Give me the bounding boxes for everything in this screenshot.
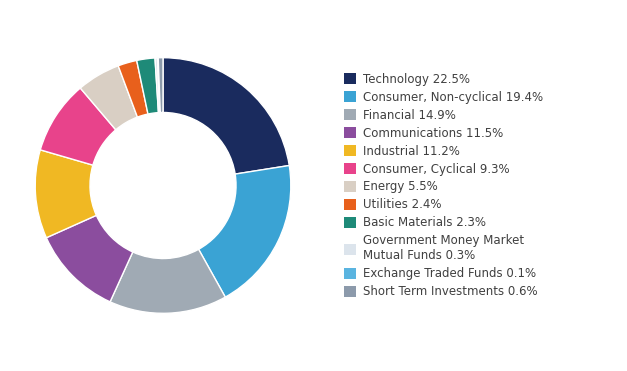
Wedge shape [155, 58, 160, 113]
Wedge shape [40, 88, 116, 165]
Wedge shape [110, 249, 225, 313]
Wedge shape [119, 60, 148, 117]
Wedge shape [46, 215, 133, 302]
Wedge shape [158, 58, 163, 112]
Wedge shape [157, 58, 161, 112]
Wedge shape [199, 165, 291, 297]
Legend: Technology 22.5%, Consumer, Non-cyclical 19.4%, Financial 14.9%, Communications : Technology 22.5%, Consumer, Non-cyclical… [344, 73, 544, 298]
Wedge shape [80, 66, 137, 130]
Wedge shape [35, 150, 97, 238]
Wedge shape [163, 58, 289, 174]
Wedge shape [137, 58, 159, 114]
